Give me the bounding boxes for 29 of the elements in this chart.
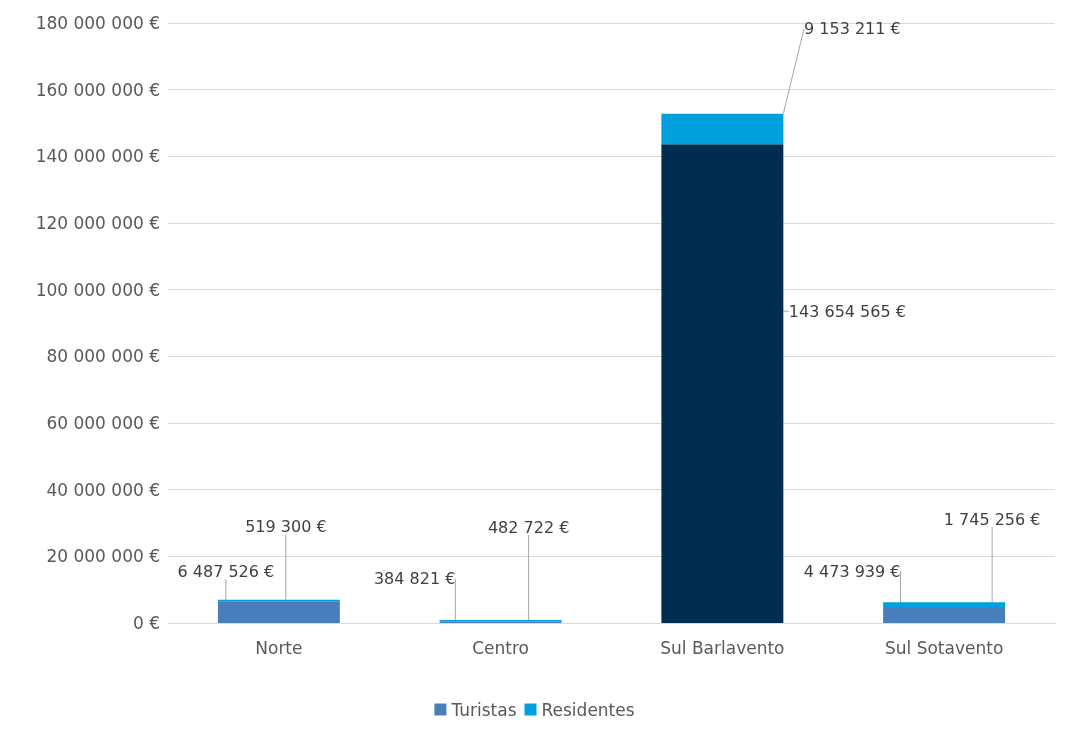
y-tick-label: 100 000 000 €	[35, 279, 160, 300]
y-tick-label: 120 000 000 €	[35, 213, 160, 233]
x-tick-label: Sul Sotavento	[884, 637, 1004, 658]
x-tick-label: Norte	[255, 637, 303, 658]
legend-label: Turistas	[450, 699, 517, 720]
data-label: 9 153 211 €	[804, 19, 901, 39]
y-tick-label: 60 000 000 €	[46, 413, 160, 433]
y-tick-label: 0 €	[132, 613, 160, 633]
data-label: 143 654 565 €	[788, 301, 906, 321]
y-tick-label: 80 000 000 €	[46, 346, 160, 367]
y-tick-label: 160 000 000 €	[35, 79, 160, 100]
y-tick-label: 140 000 000 €	[35, 146, 160, 167]
data-label: 384 821 €	[373, 569, 456, 589]
data-label: 482 722 €	[487, 517, 570, 537]
data-label: 4 473 939 €	[803, 561, 901, 581]
x-tick-label: Sul Barlavento	[660, 637, 785, 658]
x-tick-label: Centro	[472, 637, 530, 658]
legend-label: Residentes	[541, 699, 635, 720]
bar	[661, 113, 784, 145]
data-label: 519 300 €	[245, 517, 327, 537]
bar	[217, 601, 340, 623]
y-tick-label: 180 000 000 €	[35, 13, 160, 33]
y-tick-label: 20 000 000 €	[46, 546, 160, 567]
bar	[883, 608, 1006, 623]
bar	[661, 144, 784, 623]
bar	[883, 602, 1006, 609]
y-tick-label: 40 000 000 €	[46, 479, 160, 500]
data-label: 1 745 256 €	[943, 509, 1041, 529]
data-label: 6 487 526 €	[177, 561, 275, 581]
